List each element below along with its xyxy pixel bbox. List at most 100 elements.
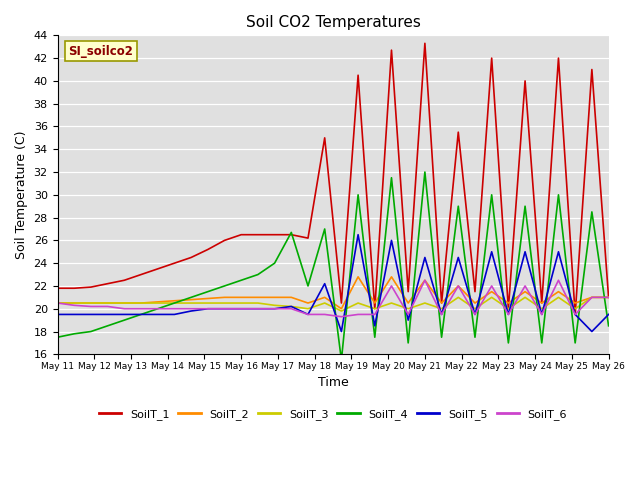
SoilT_6 [538, 312, 546, 317]
SoilT_3 [70, 300, 78, 306]
SoilT_4 [555, 192, 563, 198]
SoilT_3 [54, 300, 61, 306]
SoilT_3 [471, 306, 479, 312]
SoilT_2 [388, 274, 396, 280]
SoilT_6 [521, 283, 529, 289]
SoilT_3 [204, 300, 212, 306]
SoilT_3 [104, 300, 111, 306]
SoilT_2 [521, 289, 529, 295]
SoilT_2 [504, 300, 512, 306]
SoilT_1 [371, 306, 379, 312]
SoilT_2 [605, 294, 612, 300]
SoilT_3 [120, 300, 128, 306]
SoilT_4 [87, 329, 95, 335]
Line: SoilT_5: SoilT_5 [58, 235, 609, 332]
SoilT_6 [221, 306, 228, 312]
SoilT_6 [171, 306, 179, 312]
SoilT_3 [221, 300, 228, 306]
SoilT_4 [454, 204, 462, 209]
SoilT_5 [371, 323, 379, 329]
SoilT_2 [120, 300, 128, 306]
SoilT_6 [471, 312, 479, 317]
SoilT_4 [304, 283, 312, 289]
SoilT_2 [237, 294, 245, 300]
SoilT_5 [171, 312, 179, 317]
SoilT_1 [355, 72, 362, 78]
SoilT_1 [188, 254, 195, 260]
SoilT_4 [188, 294, 195, 300]
SoilT_1 [271, 232, 278, 238]
SoilT_2 [321, 294, 328, 300]
SoilT_5 [254, 306, 262, 312]
Line: SoilT_6: SoilT_6 [58, 280, 609, 317]
X-axis label: Time: Time [317, 376, 348, 389]
SoilT_4 [504, 340, 512, 346]
SoilT_5 [355, 232, 362, 238]
SoilT_6 [371, 312, 379, 317]
SoilT_5 [287, 303, 295, 309]
SoilT_2 [572, 300, 579, 306]
SoilT_4 [154, 306, 161, 312]
SoilT_4 [605, 323, 612, 329]
SoilT_6 [304, 312, 312, 317]
SoilT_6 [388, 283, 396, 289]
SoilT_6 [337, 314, 345, 320]
SoilT_6 [555, 277, 563, 283]
SoilT_5 [70, 312, 78, 317]
SoilT_3 [488, 294, 495, 300]
SoilT_2 [337, 306, 345, 312]
Line: SoilT_4: SoilT_4 [58, 172, 609, 360]
SoilT_2 [204, 296, 212, 301]
SoilT_1 [104, 281, 111, 287]
SoilT_2 [488, 289, 495, 295]
SoilT_4 [438, 335, 445, 340]
SoilT_3 [171, 300, 179, 306]
SoilT_2 [404, 300, 412, 306]
SoilT_5 [137, 312, 145, 317]
SoilT_4 [471, 335, 479, 340]
SoilT_1 [321, 135, 328, 141]
SoilT_1 [521, 78, 529, 84]
SoilT_5 [388, 238, 396, 243]
SoilT_6 [70, 302, 78, 308]
SoilT_5 [188, 308, 195, 314]
SoilT_4 [588, 209, 596, 215]
SoilT_3 [271, 302, 278, 308]
SoilT_3 [454, 294, 462, 300]
SoilT_5 [454, 254, 462, 260]
SoilT_5 [337, 329, 345, 335]
SoilT_5 [154, 312, 161, 317]
SoilT_1 [137, 272, 145, 277]
SoilT_3 [438, 306, 445, 312]
Line: SoilT_2: SoilT_2 [58, 277, 609, 309]
SoilT_1 [171, 260, 179, 266]
SoilT_5 [438, 312, 445, 317]
SoilT_4 [388, 175, 396, 180]
SoilT_1 [237, 232, 245, 238]
SoilT_1 [588, 67, 596, 72]
SoilT_3 [555, 294, 563, 300]
SoilT_5 [471, 312, 479, 317]
SoilT_5 [605, 312, 612, 317]
SoilT_2 [371, 300, 379, 306]
SoilT_5 [54, 312, 61, 317]
SoilT_6 [120, 306, 128, 312]
SoilT_1 [572, 312, 579, 317]
SoilT_6 [54, 300, 61, 306]
SoilT_6 [488, 283, 495, 289]
SoilT_5 [237, 306, 245, 312]
SoilT_6 [104, 303, 111, 309]
SoilT_6 [254, 306, 262, 312]
SoilT_6 [204, 306, 212, 312]
SoilT_1 [120, 277, 128, 283]
SoilT_4 [120, 317, 128, 323]
SoilT_6 [572, 312, 579, 317]
SoilT_4 [221, 283, 228, 289]
SoilT_5 [555, 249, 563, 255]
SoilT_4 [488, 192, 495, 198]
SoilT_4 [371, 335, 379, 340]
SoilT_2 [254, 294, 262, 300]
SoilT_2 [454, 283, 462, 289]
SoilT_6 [137, 306, 145, 312]
SoilT_5 [588, 329, 596, 335]
